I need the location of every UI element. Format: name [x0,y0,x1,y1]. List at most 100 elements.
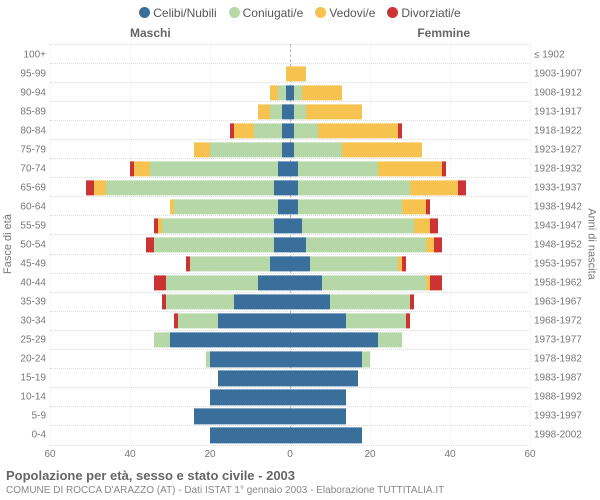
bar-segment [290,275,322,290]
bar-segment [430,218,438,233]
birth-year-label: 1938-1942 [534,201,596,212]
x-tick-label: 60 [44,449,55,460]
bar-segment [290,333,378,348]
age-row: 45-491953-1957 [50,254,530,274]
age-label: 65-69 [6,182,46,193]
birth-year-label: 1998-2002 [534,430,596,441]
caption: Popolazione per età, sesso e stato civil… [6,468,594,496]
age-row: 25-291973-1977 [50,330,530,350]
bar-segment [302,218,414,233]
bar-segment [270,104,282,119]
age-row: 40-441958-1962 [50,273,530,293]
age-label: 10-14 [6,392,46,403]
female-bar [290,314,410,329]
bar-segment [410,295,414,310]
female-bar [290,409,346,424]
bar-segment [270,85,278,100]
female-bar [290,333,402,348]
bar-segment [234,295,290,310]
male-bar [174,314,290,329]
female-bar [290,161,446,176]
bar-segment [194,142,210,157]
bar-segment [218,314,290,329]
bar-segment [378,333,402,348]
bar-segment [310,256,398,271]
bar-segment [410,180,458,195]
male-bar [270,85,290,100]
bar-segment [298,199,402,214]
population-pyramid-chart: Celibi/NubiliConiugati/eVedovi/eDivorzia… [0,0,600,500]
age-row: 80-841918-1922 [50,120,530,140]
bar-segment [282,123,290,138]
age-row: 55-591943-1947 [50,215,530,235]
age-row: 10-141988-1992 [50,387,530,407]
female-bar [290,142,422,157]
age-label: 20-24 [6,354,46,365]
bar-segment [210,390,290,405]
age-row: 0-41998-2002 [50,425,530,446]
female-bar [290,66,306,81]
bar-segment [282,104,290,119]
bar-segment [146,237,154,252]
bar-segment [258,104,270,119]
bar-segment [210,142,282,157]
birth-year-label: 1993-1997 [534,411,596,422]
age-row: 20-241978-1982 [50,349,530,369]
bar-segment [134,161,150,176]
female-bar [290,85,342,100]
male-bar [186,256,290,271]
bar-segment [426,237,434,252]
bar-segment [290,295,330,310]
age-label: 100+ [6,49,46,60]
male-bar [154,333,290,348]
bar-segment [346,314,406,329]
age-label: 60-64 [6,201,46,212]
bar-segment [290,180,298,195]
age-label: 40-44 [6,278,46,289]
bar-segment [322,275,426,290]
bar-segment [154,333,170,348]
male-label: Maschi [130,26,171,40]
x-tick-label: 0 [287,449,293,460]
age-row: 75-791923-1927 [50,139,530,159]
bar-segment [290,409,346,424]
birth-year-label: 1933-1937 [534,182,596,193]
age-label: 50-54 [6,239,46,250]
bar-segment [318,123,398,138]
age-row: 5-91993-1997 [50,406,530,426]
bar-segment [378,161,442,176]
female-bar [290,390,346,405]
bar-segment [166,275,258,290]
x-tick-label: 20 [364,449,375,460]
bar-segment [414,218,430,233]
legend-item: Celibi/Nubili [139,6,216,20]
chart-title: Popolazione per età, sesso e stato civil… [6,468,594,483]
bar-segment [210,352,290,367]
legend: Celibi/NubiliConiugati/eVedovi/eDivorzia… [0,6,600,20]
bar-segment [234,123,254,138]
age-row: 65-691933-1937 [50,177,530,197]
bar-segment [218,371,290,386]
bar-segment [294,142,342,157]
age-label: 75-79 [6,144,46,155]
legend-item: Divorziati/e [387,6,460,20]
bar-segment [342,142,422,157]
bar-segment [154,275,166,290]
bar-segment [306,104,362,119]
female-bar [290,352,370,367]
bar-segment [362,352,370,367]
bar-segment [290,314,346,329]
age-row: 95-991903-1907 [50,63,530,83]
bar-segment [426,199,430,214]
bar-segment [458,180,466,195]
age-row: 30-341968-1972 [50,311,530,331]
female-bar [290,371,358,386]
bar-segment [290,218,302,233]
bar-segment [442,161,446,176]
bar-segment [402,199,426,214]
bar-segment [274,218,290,233]
bar-segment [290,161,298,176]
birth-year-label: 1943-1947 [534,220,596,231]
male-bar [210,390,290,405]
legend-label: Divorziati/e [401,6,460,20]
